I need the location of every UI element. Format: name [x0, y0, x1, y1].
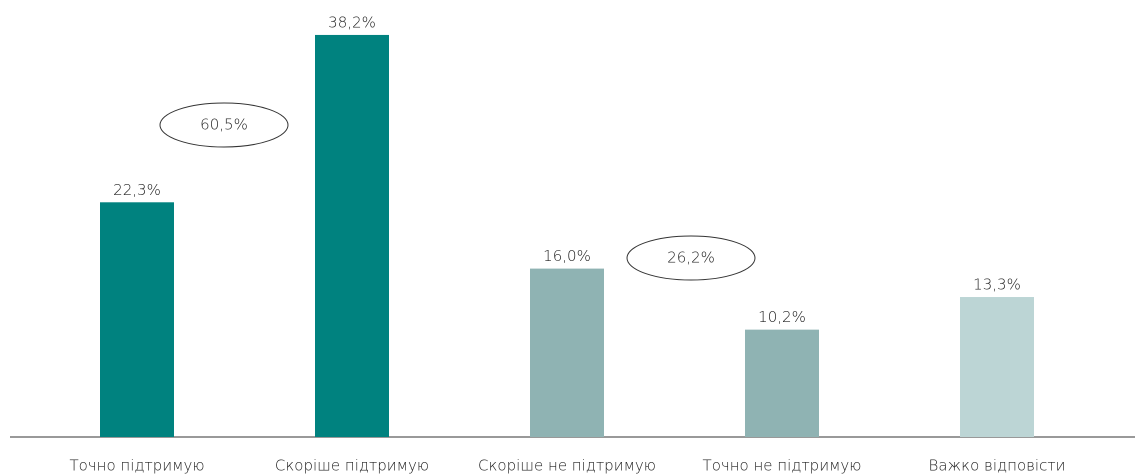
bar — [530, 268, 604, 437]
x-tick-label: Точно не підтримую — [703, 457, 862, 475]
bar — [315, 34, 389, 437]
value-label: 16,0% — [543, 247, 591, 265]
x-tick-label: Скоріше не підтримую — [478, 457, 656, 475]
value-label: 22,3% — [113, 181, 161, 199]
bar — [100, 202, 174, 437]
x-tick-label: Скоріше підтримую — [275, 457, 429, 475]
annotation: 60,5% — [200, 116, 248, 134]
bar — [745, 329, 819, 437]
annotation-ellipse — [159, 102, 289, 148]
x-tick-label: Важко відповісти — [929, 457, 1066, 475]
value-label: 13,3% — [973, 276, 1021, 294]
value-label: 10,2% — [758, 308, 806, 326]
bar — [960, 297, 1034, 437]
x-tick-label: Точно підтримую — [69, 457, 204, 475]
annotation-ellipse — [626, 235, 756, 281]
annotation: 26,2% — [667, 249, 715, 267]
value-label: 38,2% — [328, 13, 376, 31]
